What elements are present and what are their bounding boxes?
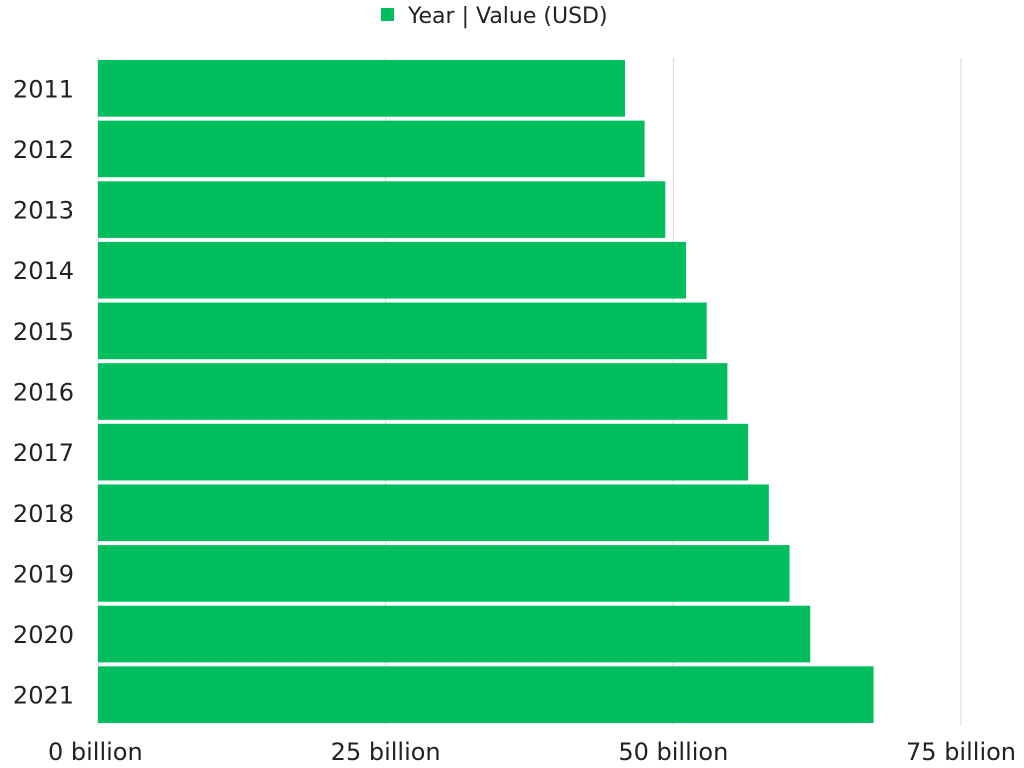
y-tick-label: 2014 (13, 257, 74, 285)
bar-2017 (98, 423, 749, 481)
bar-2020 (98, 605, 811, 663)
bar-2012 (98, 120, 645, 178)
x-tick-label: 50 billion (618, 738, 728, 766)
y-tick-label: 2015 (13, 318, 74, 346)
bars (98, 60, 874, 723)
x-tick-labels: 0 billion 25 billion 50 billion 75 billion (48, 738, 1016, 766)
category-labels: 2011 2012 2013 2014 2015 2016 2017 2018 2019 2020… (13, 75, 74, 709)
legend-label: Year | Value (USD) (407, 4, 608, 29)
y-tick-label: 2018 (13, 500, 74, 528)
bar-2013 (98, 181, 666, 238)
y-tick-label: 2020 (13, 621, 74, 649)
y-tick-label: 2016 (13, 379, 74, 407)
bar-2018 (98, 484, 769, 542)
legend: Year | Value (USD) (381, 4, 608, 29)
x-tick-label: 25 billion (331, 738, 441, 766)
bar-2019 (98, 545, 790, 602)
y-tick-label: 2011 (13, 75, 74, 103)
y-tick-label: 2019 (13, 560, 74, 588)
bar-2014 (98, 241, 686, 299)
x-tick-label: 0 billion (48, 738, 143, 766)
x-tick-label: 75 billion (906, 738, 1016, 766)
y-tick-label: 2013 (13, 197, 74, 225)
bar-2011 (98, 60, 626, 117)
bar-2015 (98, 302, 707, 360)
y-tick-label: 2017 (13, 439, 74, 467)
bar-2016 (98, 363, 728, 420)
bar-2021 (98, 666, 874, 723)
legend-swatch (381, 8, 394, 21)
y-tick-label: 2012 (13, 136, 74, 164)
y-tick-label: 2021 (13, 682, 74, 710)
